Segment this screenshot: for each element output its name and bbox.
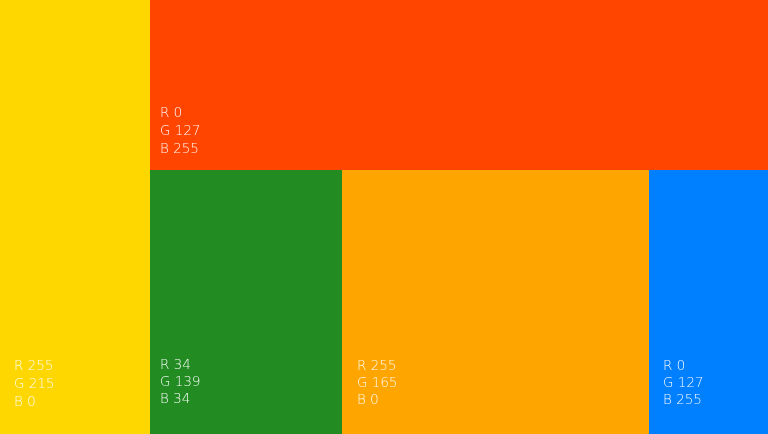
swatch-label: R 34 G 139 B 34 — [160, 357, 201, 408]
swatch: R 255 G 215 B 0 — [0, 0, 150, 434]
swatch-line: B 34 — [160, 391, 191, 407]
swatch-line: G 165 — [357, 375, 398, 391]
swatch-label: R 255 G 215 B 0 — [14, 357, 55, 411]
swatch-line: R 0 — [663, 358, 686, 374]
swatch: R 255 G 165 B 0 — [342, 170, 649, 434]
swatch-line: R 255 — [14, 358, 54, 374]
swatch-line: G 215 — [14, 376, 55, 392]
swatch-line: G 139 — [160, 374, 201, 390]
swatch-line: B 255 — [663, 392, 702, 408]
swatch-line: R 255 — [357, 358, 397, 374]
swatch-line: G 127 — [663, 375, 704, 391]
swatch-line: B 255 — [160, 141, 199, 157]
swatch-label: R 255 G 165 B 0 — [357, 358, 398, 409]
swatch: R 0 G 127 B 255 — [150, 0, 768, 170]
swatch: R 34 G 139 B 34 — [150, 170, 342, 434]
swatch-line: B 0 — [357, 392, 379, 408]
swatch-line: B 0 — [14, 394, 36, 410]
swatch-line: R 34 — [160, 357, 191, 373]
swatch-line: G 127 — [160, 123, 201, 139]
swatch-line: R 0 — [160, 105, 183, 121]
swatch-label: R 0 G 127 B 255 — [160, 104, 201, 158]
